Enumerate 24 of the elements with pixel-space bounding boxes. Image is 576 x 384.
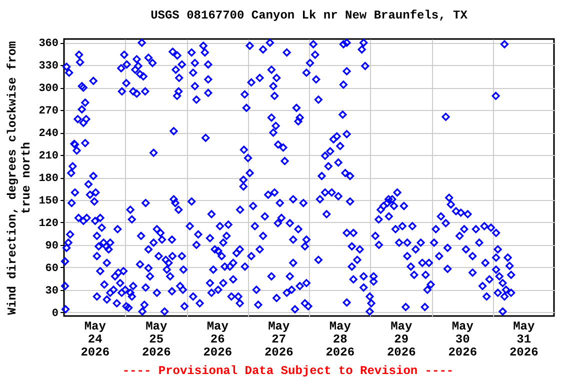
x-tick-label: May 24 2026: [80, 320, 110, 360]
y-tick-label: 90: [45, 240, 58, 252]
text: ---- Provisional Data Subject to Revision ----: [121, 364, 455, 378]
y-tick-label: 150: [38, 195, 58, 208]
y-axis-title: Wind direction, degrees clockwise from true north: [6, 41, 34, 315]
x-tick-label: May 29 2026: [386, 320, 416, 360]
y-tick-label: 270: [38, 106, 58, 118]
y-tick-label: 210: [38, 150, 58, 163]
x-tick-label: May 27 2026: [264, 320, 294, 360]
y-tick-label: 60: [45, 262, 58, 275]
x-tick-label: May 25 2026: [142, 320, 171, 360]
x-tick-label: May 26 2026: [203, 320, 232, 360]
y-tick-label: 300: [38, 83, 58, 96]
y-tick-label: 240: [38, 128, 58, 140]
x-tick-label: May 31 2026: [509, 320, 538, 360]
y-tick-label: 120: [38, 218, 58, 230]
y-tick-label: 0: [52, 308, 58, 320]
chart-title: USGS 08167700 Canyon Lk nr New Braunfels, TX: [150, 8, 468, 22]
y-tick-label: 30: [45, 285, 58, 298]
y-tick-label: 360: [38, 38, 58, 50]
y-tick-label: 330: [38, 60, 58, 73]
x-tick-label: May 30 2026: [448, 320, 478, 360]
x-tick-label: May 28 2026: [326, 320, 355, 360]
y-tick-label: 180: [38, 173, 58, 185]
